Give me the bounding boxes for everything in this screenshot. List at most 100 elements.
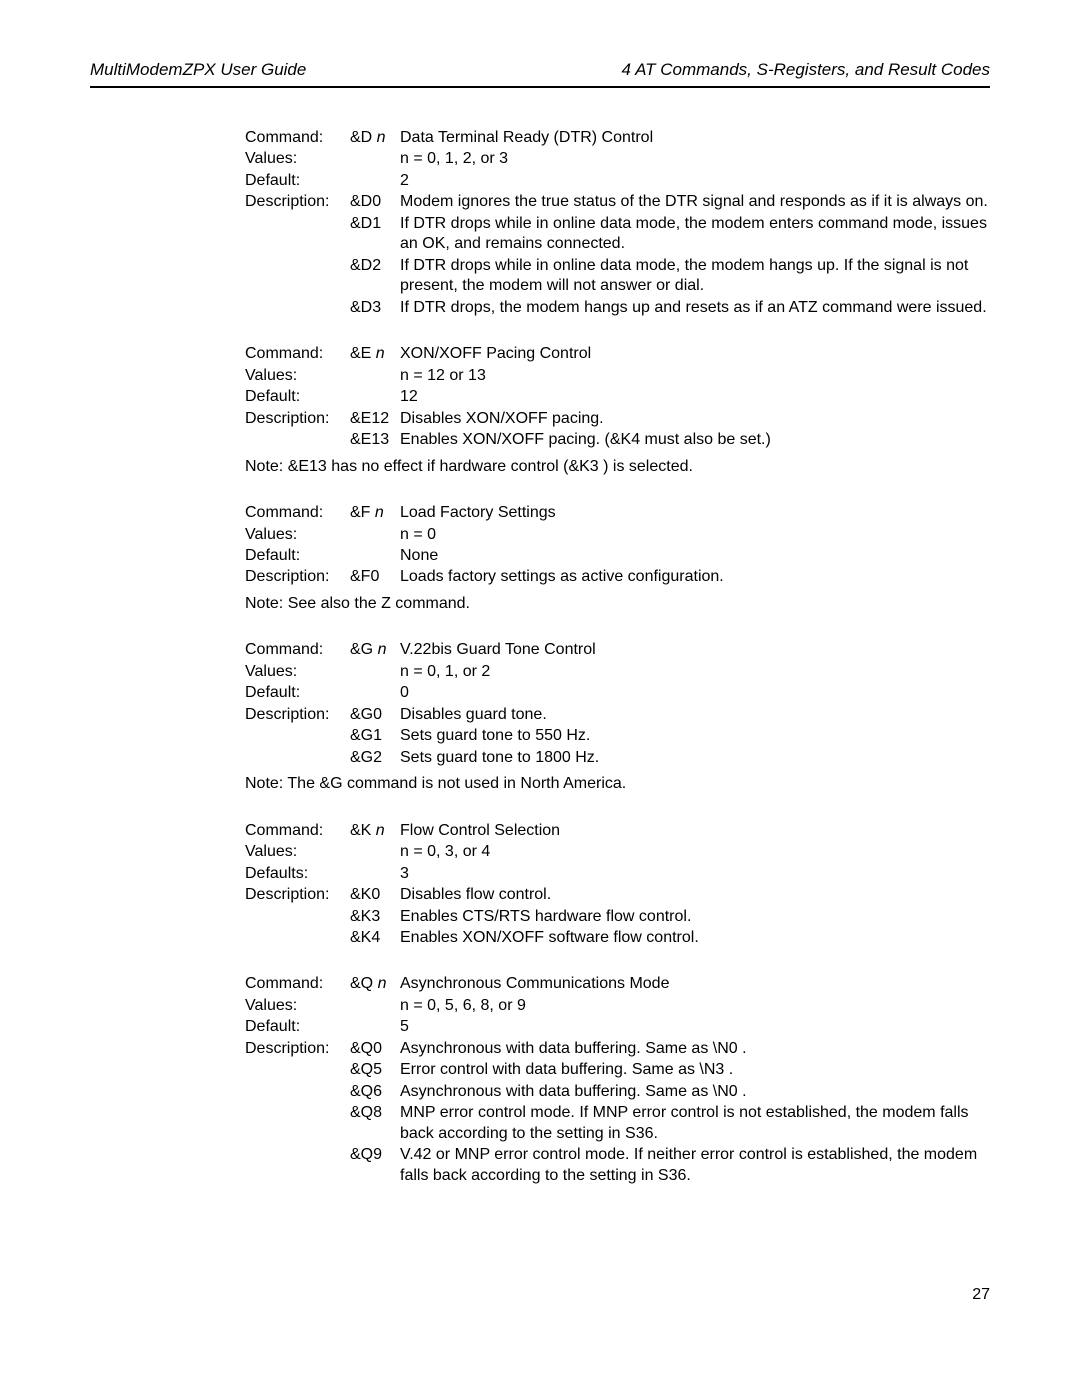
- values-text: n = 0, 1, or 2: [400, 662, 990, 682]
- header-left: MultiModemZPX User Guide: [90, 60, 306, 80]
- option-code: &Q0: [350, 1039, 400, 1059]
- default-value: 2: [400, 171, 990, 191]
- option-code: &E13: [350, 430, 400, 450]
- option-code: &D3: [350, 298, 400, 318]
- default-label: Default:: [245, 171, 350, 191]
- option-code: &K0: [350, 885, 400, 905]
- command-row: Command:&D nData Terminal Ready (DTR) Co…: [245, 128, 990, 148]
- option-text: Modem ignores the true status of the DTR…: [400, 192, 990, 212]
- description-label: [245, 256, 350, 297]
- description-row: &G2Sets guard tone to 1800 Hz.: [245, 748, 990, 768]
- description-row: Description:&D0Modem ignores the true st…: [245, 192, 990, 212]
- default-row: Defaults:3: [245, 864, 990, 884]
- description-label: [245, 298, 350, 318]
- description-label: Description:: [245, 885, 350, 905]
- command-label: Command:: [245, 344, 350, 364]
- description-row: Description:&Q0Asynchronous with data bu…: [245, 1039, 990, 1059]
- description-row: &K3Enables CTS/RTS hardware flow control…: [245, 907, 990, 927]
- default-row: Default:12: [245, 387, 990, 407]
- values-label: Values:: [245, 149, 350, 169]
- option-code: &G1: [350, 726, 400, 746]
- option-code: &E12: [350, 409, 400, 429]
- option-text: Sets guard tone to 550 Hz.: [400, 726, 990, 746]
- default-label: Default:: [245, 683, 350, 703]
- values-row: Values: n = 0, 1, or 2: [245, 662, 990, 682]
- default-row: Default:5: [245, 1017, 990, 1037]
- command-block: Command:&K nFlow Control SelectionValues…: [245, 821, 990, 949]
- default-value: 0: [400, 683, 990, 703]
- option-text: Enables CTS/RTS hardware flow control.: [400, 907, 990, 927]
- command-code: &D n: [350, 128, 400, 148]
- command-title: XON/XOFF Pacing Control: [400, 344, 990, 364]
- page-number: 27: [90, 1286, 990, 1304]
- option-text: Asynchronous with data buffering. Same a…: [400, 1082, 990, 1102]
- option-code: &Q9: [350, 1145, 400, 1186]
- command-code: &G n: [350, 640, 400, 660]
- command-label: Command:: [245, 128, 350, 148]
- option-code: &K4: [350, 928, 400, 948]
- default-row: Default: 2: [245, 171, 990, 191]
- description-label: [245, 748, 350, 768]
- description-label: [245, 726, 350, 746]
- values-text: n = 0, 3, or 4: [400, 842, 990, 862]
- description-label: Description:: [245, 567, 350, 587]
- default-label: Default:: [245, 1017, 350, 1037]
- default-value: 12: [400, 387, 990, 407]
- values-label: Values:: [245, 366, 350, 386]
- values-row: Values:n = 12 or 13: [245, 366, 990, 386]
- description-label: Description:: [245, 1039, 350, 1059]
- note-text: Note: &E13 has no effect if hardware con…: [245, 457, 990, 477]
- description-label: [245, 214, 350, 255]
- command-code: &E n: [350, 344, 400, 364]
- description-label: [245, 1082, 350, 1102]
- description-label: [245, 1060, 350, 1080]
- command-row: Command:&E nXON/XOFF Pacing Control: [245, 344, 990, 364]
- option-text: V.42 or MNP error control mode. If neith…: [400, 1145, 990, 1186]
- default-row: Default: 0: [245, 683, 990, 703]
- option-text: MNP error control mode. If MNP error con…: [400, 1103, 990, 1144]
- header-right: 4 AT Commands, S-Registers, and Result C…: [622, 60, 990, 80]
- description-row: &Q8MNP error control mode. If MNP error …: [245, 1103, 990, 1144]
- page-content: Command:&D nData Terminal Ready (DTR) Co…: [245, 128, 990, 1186]
- option-text: Disables guard tone.: [400, 705, 990, 725]
- description-label: [245, 928, 350, 948]
- default-value: 3: [400, 864, 990, 884]
- description-label: Description:: [245, 192, 350, 212]
- command-label: Command:: [245, 821, 350, 841]
- page-header: MultiModemZPX User Guide 4 AT Commands, …: [90, 60, 990, 88]
- command-block: Command:&Q nAsynchronous Communications …: [245, 974, 990, 1186]
- option-code: &G2: [350, 748, 400, 768]
- description-label: [245, 1145, 350, 1186]
- description-row: &Q9V.42 or MNP error control mode. If ne…: [245, 1145, 990, 1186]
- option-text: Disables XON/XOFF pacing.: [400, 409, 990, 429]
- description-row: &K4Enables XON/XOFF software flow contro…: [245, 928, 990, 948]
- values-text: n = 0, 5, 6, 8, or 9: [400, 996, 990, 1016]
- values-text: n = 0, 1, 2, or 3: [400, 149, 990, 169]
- option-code: &Q5: [350, 1060, 400, 1080]
- values-row: Values:n = 0, 3, or 4: [245, 842, 990, 862]
- option-text: Disables flow control.: [400, 885, 990, 905]
- option-text: Loads factory settings as active configu…: [400, 567, 990, 587]
- command-row: Command:&Q nAsynchronous Communications …: [245, 974, 990, 994]
- option-text: Error control with data buffering. Same …: [400, 1060, 990, 1080]
- option-text: If DTR drops, the modem hangs up and res…: [400, 298, 990, 318]
- option-code: &D2: [350, 256, 400, 297]
- option-text: Asynchronous with data buffering. Same a…: [400, 1039, 990, 1059]
- values-label: Values:: [245, 996, 350, 1016]
- description-label: Description:: [245, 409, 350, 429]
- option-text: If DTR drops while in online data mode, …: [400, 214, 990, 255]
- description-label: [245, 1103, 350, 1144]
- command-block: Command:&D nData Terminal Ready (DTR) Co…: [245, 128, 990, 318]
- command-title: Asynchronous Communications Mode: [400, 974, 990, 994]
- option-code: &G0: [350, 705, 400, 725]
- option-text: Enables XON/XOFF pacing. (&K4 must also …: [400, 430, 990, 450]
- command-code: &Q n: [350, 974, 400, 994]
- description-row: &D1If DTR drops while in online data mod…: [245, 214, 990, 255]
- option-code: &F0: [350, 567, 400, 587]
- command-row: Command:&F nLoad Factory Settings: [245, 503, 990, 523]
- description-row: &Q5Error control with data buffering. Sa…: [245, 1060, 990, 1080]
- values-label: Values:: [245, 525, 350, 545]
- values-label: Values:: [245, 662, 350, 682]
- option-code: &Q8: [350, 1103, 400, 1144]
- default-value: None: [400, 546, 990, 566]
